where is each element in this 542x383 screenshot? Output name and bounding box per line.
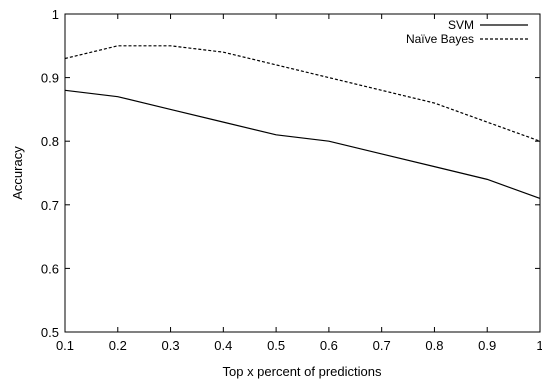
x-tick-label: 0.1 [56, 338, 74, 353]
legend-label: Naïve Bayes [406, 32, 474, 46]
plot-frame [64, 13, 541, 333]
x-tick-label: 1 [536, 338, 542, 353]
x-axis-label: Top x percent of predictions [223, 364, 382, 379]
y-tick-label: 0.5 [41, 325, 59, 340]
y-axis-label: Accuracy [10, 146, 25, 200]
x-tick-label: 0.8 [425, 338, 443, 353]
x-tick-label: 0.2 [109, 338, 127, 353]
y-tick-label: 0.8 [41, 134, 59, 149]
y-axis: 0.5 0.6 0.7 0.8 0.9 1 [41, 7, 540, 340]
x-tick-label: 0.3 [162, 338, 180, 353]
legend-label: SVM [448, 18, 474, 32]
series-layer [64, 45, 541, 200]
y-tick-label: 0.9 [41, 71, 59, 86]
x-tick-label: 0.6 [320, 338, 338, 353]
y-tick-label: 1 [52, 7, 59, 22]
x-axis: 0.1 0.2 0.3 0.4 0.5 0.6 0.7 0.8 0.9 1 [56, 14, 542, 353]
x-tick-label: 0.9 [478, 338, 496, 353]
y-tick-label: 0.7 [41, 198, 59, 213]
series-line-svm [64, 89, 541, 200]
series-line-naive-bayes [64, 45, 541, 142]
x-tick-label: 0.7 [373, 338, 391, 353]
x-tick-label: 0.5 [267, 338, 285, 353]
x-tick-label: 0.4 [214, 338, 232, 353]
y-tick-label: 0.6 [41, 261, 59, 276]
